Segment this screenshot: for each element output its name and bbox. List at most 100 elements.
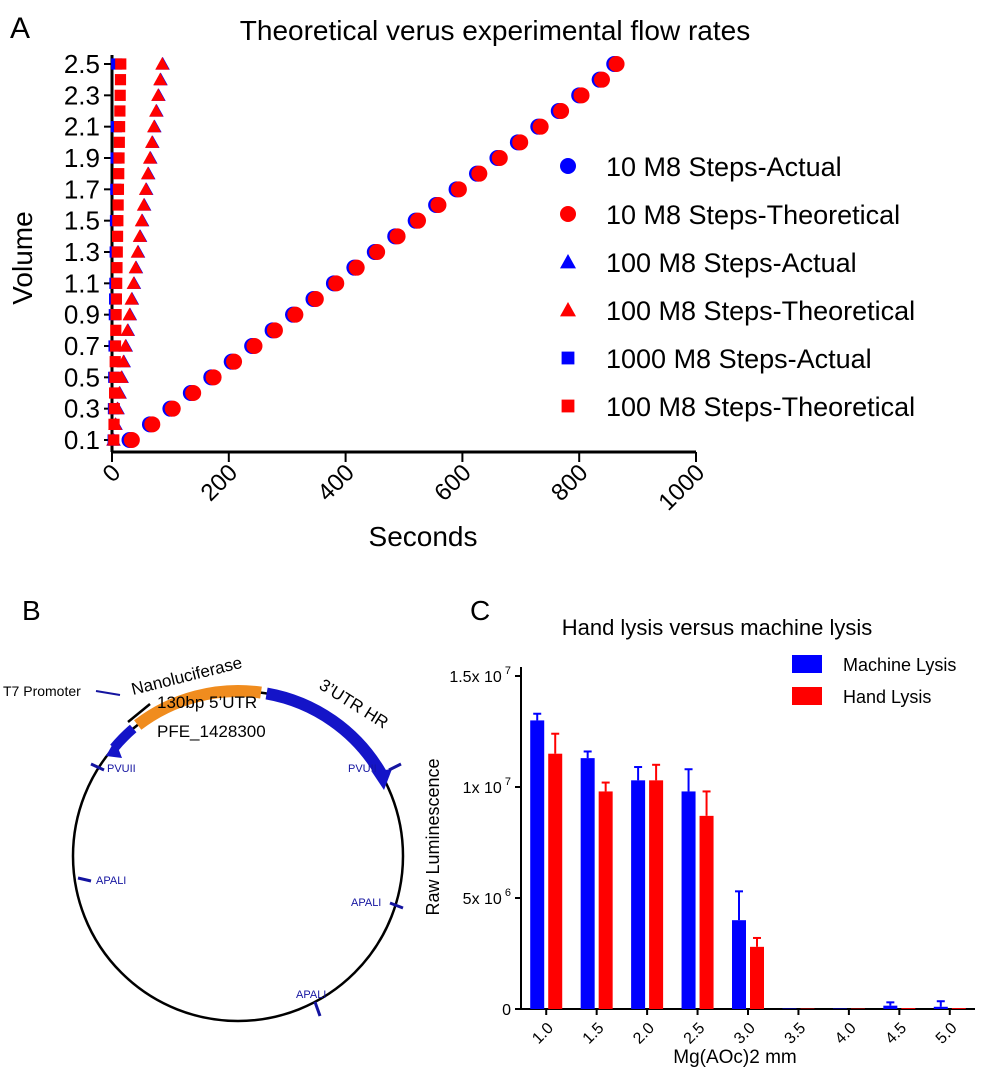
legend-marker xyxy=(561,399,575,413)
x-tick-label: 1.0 xyxy=(529,1020,557,1048)
bar xyxy=(901,1008,916,1009)
data-point xyxy=(113,168,125,180)
utr3-segment xyxy=(265,687,387,777)
x-tick-label: 2.0 xyxy=(630,1020,658,1048)
data-point xyxy=(144,416,161,433)
chart-a-x-ticks: 0 200 400 600 800 1000 xyxy=(98,452,710,516)
data-point xyxy=(246,338,263,354)
panel-a-letter: A xyxy=(10,12,30,45)
panel-b: B Nanoluciferase 3’UTR HR T7 Promoter 13… xyxy=(3,595,405,1023)
apali-right-tick xyxy=(389,901,404,910)
bar xyxy=(681,791,696,1009)
data-point xyxy=(134,213,149,227)
data-point xyxy=(512,134,529,151)
x-tick-label: 3.0 xyxy=(731,1020,759,1048)
data-point xyxy=(132,229,147,242)
chart-c-x-ticks: 1.0 1.5 2.0 2.5 3.0 3.5 4.0 4.5 5.0 xyxy=(529,1009,961,1048)
data-point xyxy=(138,182,153,195)
data-point xyxy=(608,56,625,72)
data-point xyxy=(136,198,151,211)
apali-bottom-label: APALI xyxy=(296,989,326,1001)
y-tick-label: 0.7 xyxy=(64,331,100,361)
chart-c-legend: Machine Lysis Hand Lysis xyxy=(792,655,956,707)
legend-label: Hand Lysis xyxy=(843,687,931,707)
y-tick-label: 1.7 xyxy=(64,174,100,204)
y-tick-label: 2.5 xyxy=(64,49,100,79)
data-point xyxy=(226,353,243,370)
data-point xyxy=(112,199,124,211)
data-point xyxy=(348,259,365,276)
x-tick-label: 600 xyxy=(429,459,476,506)
chart-a-xlabel: Seconds xyxy=(369,521,478,552)
chart-c-xlabel: Mg(AOc)2 mm xyxy=(673,1047,797,1068)
y-tick-label: 2.3 xyxy=(64,80,100,110)
bar xyxy=(750,946,764,1009)
data-point xyxy=(111,277,123,289)
data-point xyxy=(111,246,123,258)
legend-label: 10 M8 Steps-Actual xyxy=(606,152,842,182)
y-tick-label: 5x 10 6 xyxy=(463,887,511,908)
apali-right-label: APALI xyxy=(351,897,381,909)
chart-c-marks xyxy=(530,712,966,1009)
data-point xyxy=(113,152,125,164)
apali-left-label: APALI xyxy=(96,875,126,887)
panel-c: C Hand lysis versus machine lysis 0 5x 10… xyxy=(423,595,975,1068)
y-tick-label: 0.9 xyxy=(64,300,100,330)
pvuii-right-label: PVUII xyxy=(348,763,377,775)
data-point xyxy=(553,103,570,119)
legend-marker xyxy=(560,302,576,317)
data-point xyxy=(153,72,168,86)
panel-c-letter: C xyxy=(470,595,490,626)
y-tick-label: 1.5 xyxy=(64,206,100,236)
utr3-arrowhead xyxy=(372,769,392,790)
data-point xyxy=(142,151,157,164)
legend-marker xyxy=(560,206,576,222)
bar xyxy=(649,780,664,1009)
data-point xyxy=(114,105,126,117)
y-tick-label: 1.9 xyxy=(64,143,100,173)
data-point xyxy=(108,434,120,446)
data-point xyxy=(369,244,386,260)
data-point xyxy=(573,87,590,104)
chart-a-title: Theoretical verus experimental flow rate… xyxy=(240,15,750,46)
chart-a-legend: 10 M8 Steps-Actual 10 M8 Steps-Theoretica… xyxy=(560,152,915,422)
data-point xyxy=(114,89,126,101)
data-point xyxy=(123,432,140,448)
legend-label: 100 M8 Steps-Theoretical xyxy=(606,392,915,422)
chart-a-marks xyxy=(106,56,625,448)
data-point xyxy=(532,118,549,135)
data-point xyxy=(140,166,155,180)
y-tick-exponent: 7 xyxy=(502,665,511,677)
y-tick-label: 1x 10 7 xyxy=(463,776,511,797)
y-tick-exponent: 7 xyxy=(502,776,511,788)
y-tick-label: 0.5 xyxy=(64,362,100,392)
data-point xyxy=(471,165,488,182)
data-point xyxy=(120,323,135,336)
chart-c-ylabel: Raw Luminescence xyxy=(423,758,443,915)
data-point xyxy=(109,387,121,399)
bar xyxy=(883,1005,898,1009)
bar xyxy=(631,780,646,1009)
x-tick-label: 4.5 xyxy=(882,1020,910,1048)
chart-c-title: Hand lysis versus machine lysis xyxy=(562,615,873,640)
data-point xyxy=(410,212,427,229)
data-point xyxy=(111,262,123,274)
legend-swatch xyxy=(792,687,822,705)
pvuii-left-label: PVUII xyxy=(107,763,136,775)
data-point xyxy=(149,104,164,117)
bar xyxy=(699,815,714,1009)
x-tick-label: 2.5 xyxy=(681,1020,709,1048)
data-point xyxy=(110,293,122,305)
legend-label: Machine Lysis xyxy=(843,655,956,675)
pfe-label: PFE_1428300 xyxy=(157,722,266,741)
data-point xyxy=(450,181,467,198)
data-point xyxy=(124,292,139,305)
data-point xyxy=(108,418,120,430)
data-point xyxy=(593,71,610,88)
data-point xyxy=(126,276,141,289)
data-point xyxy=(130,245,145,258)
pvuii-left-tick xyxy=(90,762,105,772)
data-point xyxy=(266,322,283,339)
y-tick-label: 2.1 xyxy=(64,112,100,142)
bar xyxy=(530,720,545,1009)
